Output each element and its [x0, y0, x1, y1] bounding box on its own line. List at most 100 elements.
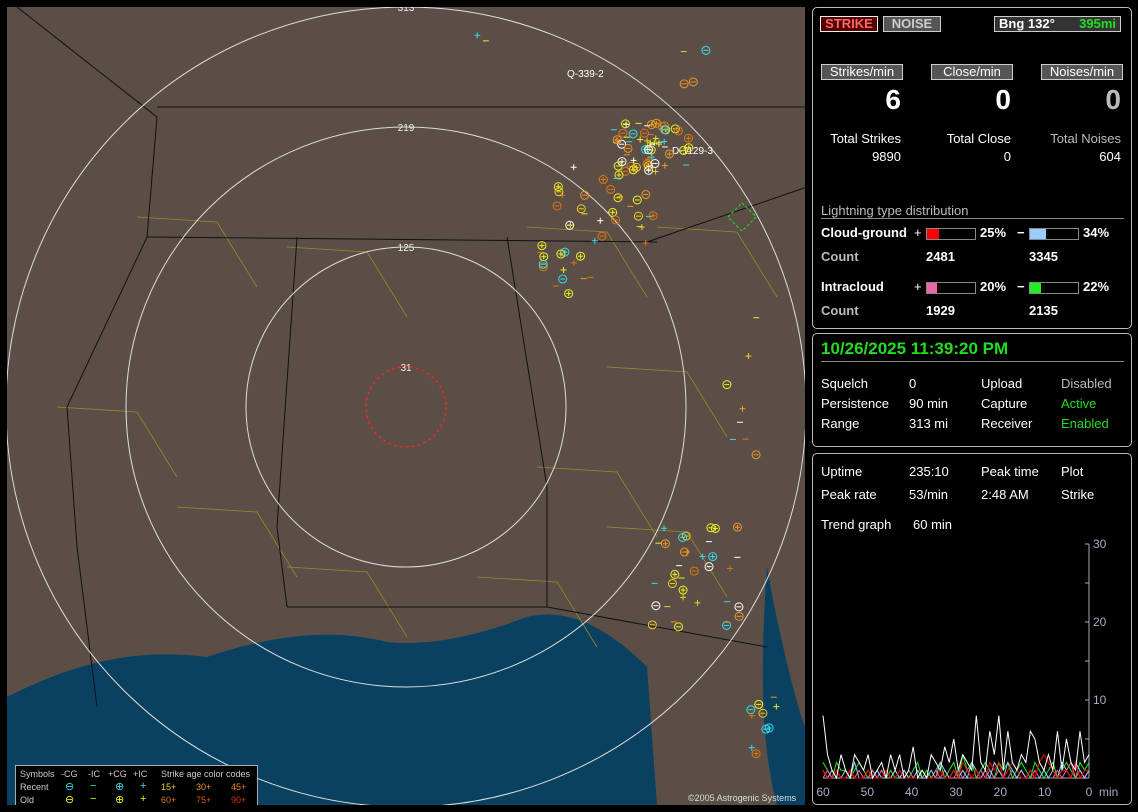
uptime: 235:10 [909, 464, 949, 479]
state-border [16, 7, 158, 708]
strike-marker [650, 159, 660, 169]
strike-marker [754, 699, 764, 709]
strike-marker [683, 133, 693, 143]
age-45: 45+ [231, 782, 247, 792]
strike-marker [565, 220, 575, 230]
copyright: ©2005 Astrogenic Systems [688, 793, 797, 803]
strike-marker [701, 45, 711, 55]
legend-symbol: − [90, 780, 97, 792]
x-tick-label: 20 [994, 785, 1008, 799]
status-2-1: 313 mi [909, 416, 949, 431]
strike-marker [684, 143, 694, 153]
strike-marker [641, 190, 651, 200]
status-1-0: Persistence [821, 396, 889, 411]
highway [286, 566, 408, 638]
neg-pct-1: 22% [1083, 279, 1110, 294]
x-tick-label: 40 [905, 785, 919, 799]
bearing-display: Bng 132° 395mi [994, 16, 1121, 32]
total-value-2: 604 [1099, 149, 1121, 164]
strike-marker [678, 532, 688, 542]
total-value-0: 9890 [872, 149, 901, 164]
status-2-2: Receiver [981, 416, 1033, 431]
symbol-legend: Symbols -CG -IC +CG +IC Strike age color… [15, 765, 258, 805]
strike-marker [639, 128, 649, 138]
legend-old: Old [20, 795, 35, 805]
legend-pos-ic: +IC [133, 769, 148, 779]
status-1-3: Active [1061, 396, 1097, 411]
age-30: 30+ [196, 782, 212, 792]
legend-symbols-header: Symbols [20, 769, 55, 779]
strike-marker [623, 143, 633, 153]
rate-button-0[interactable]: Strikes/min [821, 64, 903, 80]
strike-marker [628, 165, 638, 175]
y-tick-label: 30 [1093, 537, 1107, 551]
pos-bar-0 [926, 228, 976, 240]
strike-marker [564, 289, 574, 299]
total-label-2: Total Noises [1050, 131, 1121, 146]
highway [136, 216, 258, 288]
pos-pct-0: 25% [980, 225, 1007, 240]
strike-marker [613, 193, 623, 203]
strike-panel: STRIKE NOISE Bng 132° 395mi Strikes/min 6… [812, 7, 1132, 329]
status-0-1: 0 [909, 376, 917, 391]
strike-marker [751, 749, 761, 759]
range-ring [245, 246, 567, 568]
legend-symbol: ⊕ [115, 781, 125, 793]
highway [526, 226, 648, 298]
bearing-marker [727, 202, 757, 232]
strike-marker [611, 215, 621, 225]
rate-button-2[interactable]: Noises/min [1041, 64, 1123, 80]
map-canvas[interactable]: 313 219 125 31 Q-339-2 D-1129-3 [7, 7, 805, 805]
range-label: 31 [400, 363, 412, 374]
legend-pos-cg: +CG [108, 769, 127, 779]
x-tick-label: 60 [816, 785, 830, 799]
strike-marker [660, 125, 670, 135]
peak-time: 2:48 AM [981, 487, 1029, 502]
trend-series-line [822, 715, 1090, 780]
status-1-2: Capture [981, 396, 1028, 411]
distribution-title: Lightning type distribution [821, 203, 969, 218]
count-label-0: Count [821, 249, 859, 264]
range-ring [125, 126, 687, 688]
legend-symbol: ⊖ [65, 794, 75, 805]
strike-marker [679, 145, 689, 155]
x-tick-label: 30 [949, 785, 963, 799]
datetime: 10/26/2025 11:39:20 PM [821, 339, 1009, 358]
status-0-2: Upload [981, 376, 1023, 391]
strike-marker [704, 562, 714, 572]
strike-button[interactable]: STRIKE [820, 16, 878, 32]
status-1-1: 90 min [909, 396, 949, 411]
highway [606, 526, 728, 598]
trend-duration[interactable]: 60 min [913, 517, 953, 532]
trend-series-line [822, 753, 1089, 780]
noise-button[interactable]: NOISE [883, 16, 941, 32]
highway [656, 226, 778, 298]
strike-marker [553, 182, 563, 192]
atlantic-water [762, 567, 805, 805]
highway [536, 466, 658, 538]
strike-marker [678, 585, 688, 595]
state-border [646, 187, 805, 243]
rate-value-1: 0 [995, 84, 1011, 115]
y-tick-label: 20 [1093, 615, 1107, 629]
rate-button-1[interactable]: Close/min [931, 64, 1013, 80]
legend-recent: Recent [20, 782, 49, 792]
strike-marker [618, 128, 628, 138]
total-value-1: 0 [1003, 149, 1011, 164]
age-15: 15+ [161, 782, 177, 792]
strike-marker [706, 523, 716, 533]
strike-marker [538, 259, 548, 269]
status-0-3: Disabled [1061, 376, 1112, 391]
uptime-label: Uptime [821, 464, 863, 479]
strike-marker [674, 622, 684, 632]
lightning-map[interactable]: 313 219 125 31 Q-339-2 D-1129-3 Symbols -CG -… [7, 7, 805, 805]
strike-marker [708, 552, 718, 562]
strike-marker [620, 119, 630, 129]
pos-bar-1 [926, 282, 976, 294]
strike-marker [608, 207, 618, 217]
y-tick-label: 10 [1093, 693, 1107, 707]
x-tick-label: 0 [1086, 785, 1093, 799]
highway [606, 366, 728, 438]
plot-type[interactable]: Strike [1061, 487, 1095, 502]
strike-marker [689, 566, 699, 576]
